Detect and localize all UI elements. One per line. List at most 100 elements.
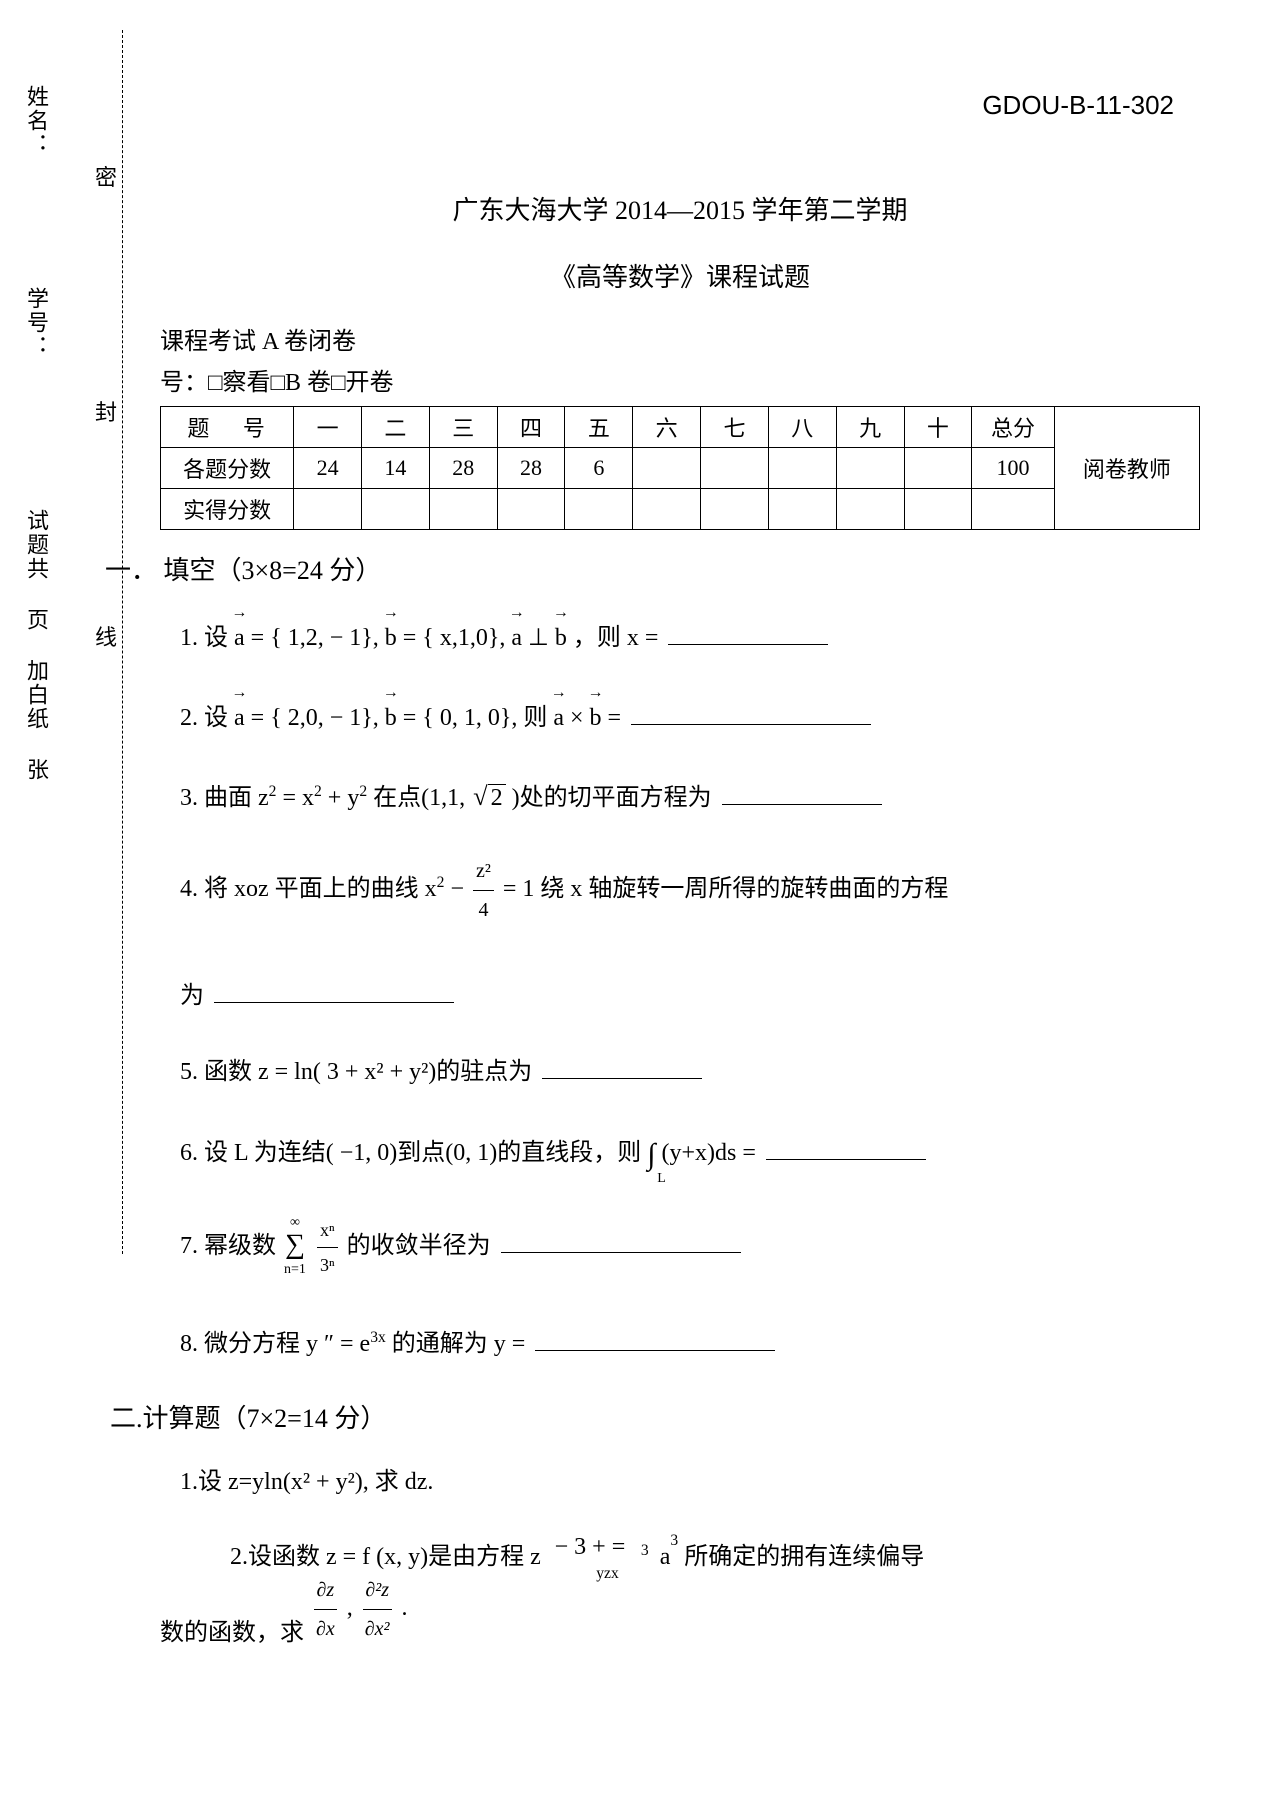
q4-sup1: 2 (437, 874, 445, 891)
row1-v7 (768, 448, 836, 489)
q7-suffix: 的收敛半径为 (347, 1233, 497, 1259)
row1-v9 (904, 448, 972, 489)
q3-sqrt: 2 (471, 771, 505, 822)
col-header-4: 四 (497, 407, 565, 448)
margin-labels: 姓名： 学号： 试题共 页 加白纸 张 (20, 85, 60, 812)
document-code: GDOU-B-11-302 (982, 90, 1174, 121)
seal-char-3: 线 (95, 620, 125, 652)
row1-v8 (836, 448, 904, 489)
q6-int-symbol: ∫ (647, 1138, 655, 1171)
exam-info-line2: 号：□察看□B 卷□开卷 (160, 365, 1200, 401)
q3-suffix: )处的切平面方程为 (512, 785, 718, 811)
row2-v6 (701, 489, 769, 530)
q7-sum: ∞ ∑ n=1 (285, 1224, 305, 1270)
q1-mid1: = { 1,2, − 1}, (251, 625, 385, 651)
row2-v0 (294, 489, 362, 530)
q2-mid1: = { 2,0, − 1}, (251, 705, 385, 731)
question-4: 4. 将 xoz 平面上的曲线 x2 − z² 4 = 1 绕 x 轴旋转一周所… (160, 852, 1200, 1020)
col-header-3: 三 (429, 407, 497, 448)
q1-mid2: = { x,1,0}, (403, 625, 512, 651)
q4-minus: − (450, 876, 470, 902)
row2-label: 实得分数 (161, 489, 294, 530)
q3-eq: = x (282, 785, 314, 811)
q3-at: 在点(1,1, (373, 785, 471, 811)
s2-question-2: 2.设函数 z = f (x, y)是由方程 z3 − 3 + = yzx a3… (160, 1535, 1200, 1673)
question-7: 7. 幂级数 ∞ ∑ n=1 xⁿ 3ⁿ 的收敛半径为 (160, 1213, 1200, 1282)
s2q2-p2-num: ∂²z (363, 1571, 392, 1610)
q7-blank (501, 1226, 741, 1252)
question-8: 8. 微分方程 y ″ = e3x 的通解为 y = (160, 1322, 1200, 1368)
s2q2-line1a: 2.设函数 z = f (x, y)是由方程 z (230, 1544, 541, 1570)
row1-v0: 24 (294, 448, 362, 489)
q7-sum-top: ∞ (290, 1210, 300, 1237)
q7-term-den: 3ⁿ (317, 1248, 338, 1282)
q8-sup: 3x (370, 1329, 386, 1346)
q8-prefix: 8. 微分方程 y ″ = e (180, 1331, 370, 1357)
row2-v3 (497, 489, 565, 530)
col-header-1: 一 (294, 407, 362, 448)
row1-v1: 14 (362, 448, 430, 489)
q6-int-sub: L (657, 1166, 666, 1193)
col-header-12: 阅卷教师 (1054, 407, 1199, 530)
question-3: 3. 曲面 z2 = x2 + y2 在点(1,1, 2 )处的切平面方程为 (160, 771, 1200, 822)
row2-v10 (972, 489, 1054, 530)
s2q2-p1-den: ∂x (314, 1610, 337, 1648)
q3-sup3: 2 (359, 783, 367, 800)
question-2: 2. 设 a = { 2,0, − 1}, b = { 0, 1, 0}, 则 … (160, 692, 1200, 742)
q4-frac-num: z² (473, 852, 494, 891)
s2q2-partial1: ∂z ∂x (314, 1571, 337, 1648)
row2-v9 (904, 489, 972, 530)
page-notes-label: 试题共 页 加白纸 张 (20, 509, 52, 782)
s2q2-a: a (660, 1544, 671, 1570)
q3-blank (722, 779, 882, 805)
title-university: 广东大海大学 2014—2015 学年第二学期 (160, 190, 1200, 227)
row1-v6 (701, 448, 769, 489)
seal-char-1: 密 (95, 160, 125, 192)
q1-vec-b2: b (555, 612, 567, 662)
q6-suffix: = (742, 1140, 756, 1166)
s2q2-yzx: yzx (596, 1565, 619, 1582)
q7-term-num: xⁿ (317, 1213, 338, 1248)
title-course: 《高等数学》课程试题 (160, 257, 1200, 294)
q6-integral: ∫ L (647, 1126, 655, 1183)
q1-suffix: ，则 x = (573, 625, 659, 651)
q1-perp: ⊥ (528, 625, 555, 651)
row2-v4 (565, 489, 633, 530)
q7-term: xⁿ 3ⁿ (317, 1213, 338, 1282)
s2q2-p1-num: ∂z (314, 1571, 337, 1610)
score-header-row: 题 号 一 二 三 四 五 六 七 八 九 十 总分 阅卷教师 (161, 407, 1200, 448)
q2-vec-a2: a (553, 692, 564, 742)
q1-prefix: 1. 设 (180, 625, 234, 651)
q2-suffix: = (608, 705, 622, 731)
col-header-2: 二 (362, 407, 430, 448)
row2-v8 (836, 489, 904, 530)
s2q2-dot: . (402, 1595, 408, 1621)
q3-sup1: 2 (269, 783, 277, 800)
row2-v1 (362, 489, 430, 530)
col-header-5: 五 (565, 407, 633, 448)
q6-integrand: (y+x)ds (662, 1140, 737, 1166)
col-header-10: 十 (904, 407, 972, 448)
q2-vec-a: a (234, 692, 245, 742)
s2q2-line1b: 所确定的拥有连续偏导 (684, 1544, 924, 1570)
s2-question-1: 1.设 z=yln(x² + y²), 求 dz. (160, 1460, 1200, 1506)
row1-v4: 6 (565, 448, 633, 489)
exam-info-line1: 课程考试 A 卷闭卷 (160, 324, 1200, 360)
score-row-actual: 实得分数 (161, 489, 1200, 530)
s2q2-line2: 数的函数，求 (160, 1620, 304, 1646)
q4-frac-den: 4 (473, 891, 494, 929)
score-table: 题 号 一 二 三 四 五 六 七 八 九 十 总分 阅卷教师 各题分数 24 … (160, 406, 1200, 530)
q6-prefix: 6. 设 L 为连结( −1, 0)到点(0, 1)的直线段，则 (180, 1140, 647, 1166)
question-1: 1. 设 a = { 1,2, − 1}, b = { x,1,0}, a ⊥ … (160, 612, 1200, 662)
q2-cross: × (570, 705, 590, 731)
row1-label: 各题分数 (161, 448, 294, 489)
q2-vec-b: b (385, 692, 397, 742)
q6-blank (766, 1133, 926, 1159)
row2-v7 (768, 489, 836, 530)
row2-v5 (633, 489, 701, 530)
s2q2-comma: , (347, 1595, 359, 1621)
score-row-max: 各题分数 24 14 28 28 6 100 (161, 448, 1200, 489)
row1-v2: 28 (429, 448, 497, 489)
row1-v10: 100 (972, 448, 1054, 489)
section-2-title: 二.计算题（7×2=14 分） (110, 1398, 1200, 1435)
